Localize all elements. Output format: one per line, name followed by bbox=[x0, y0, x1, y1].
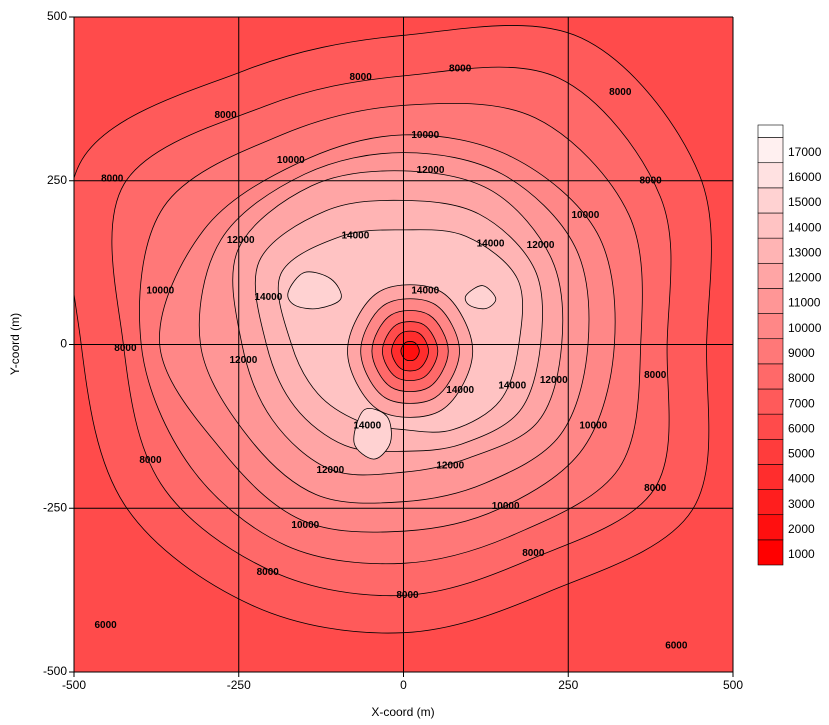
colorbar-label: 4000 bbox=[788, 472, 815, 486]
contour-label: 8000 bbox=[644, 370, 667, 381]
contour-label: 12000 bbox=[316, 465, 344, 476]
colorbar-label: 17000 bbox=[788, 145, 822, 159]
colorbar-box bbox=[757, 313, 784, 340]
colorbar-box bbox=[757, 388, 784, 415]
contour-label: 12000 bbox=[417, 165, 445, 176]
colorbar-label: 2000 bbox=[788, 522, 815, 536]
contour-line bbox=[464, 285, 497, 310]
colorbar-top bbox=[757, 124, 784, 138]
contour-label: 6000 bbox=[95, 620, 118, 631]
colorbar-label: 9000 bbox=[788, 346, 815, 360]
contour-label: 8000 bbox=[644, 483, 667, 494]
colorbar-label: 6000 bbox=[788, 421, 815, 435]
contour-label: 8000 bbox=[449, 63, 472, 74]
colorbar-box bbox=[757, 187, 784, 214]
contour-label: 12000 bbox=[227, 235, 255, 246]
contour-label: 10000 bbox=[579, 420, 607, 431]
colorbar-label: 15000 bbox=[788, 195, 822, 209]
x-tick-label: 0 bbox=[400, 678, 407, 692]
contour-label: 12000 bbox=[229, 355, 257, 366]
colorbar-box bbox=[757, 514, 784, 541]
colorbar-box bbox=[757, 237, 784, 264]
colorbar-label: 1000 bbox=[788, 547, 815, 561]
contour-label: 8000 bbox=[214, 110, 237, 121]
contour-label: 14000 bbox=[477, 238, 505, 249]
x-tick-label: 250 bbox=[558, 678, 578, 692]
colorbar-box bbox=[757, 288, 784, 314]
colorbar-box bbox=[757, 162, 784, 189]
contour-line bbox=[400, 341, 420, 362]
contour-label: 10000 bbox=[291, 520, 319, 531]
y-tick-label: 500 bbox=[47, 9, 67, 23]
contour-label: 10000 bbox=[411, 130, 439, 141]
colorbar-box bbox=[757, 363, 784, 390]
contour-label: 8000 bbox=[609, 87, 632, 98]
contour-line bbox=[287, 271, 342, 310]
colorbar-label: 10000 bbox=[788, 321, 822, 335]
colorbar-label: 11000 bbox=[788, 296, 821, 310]
contour-label: 8000 bbox=[257, 567, 280, 578]
contour-label: 12000 bbox=[436, 460, 464, 471]
contour-label: 6000 bbox=[665, 640, 688, 651]
contour-label: 14000 bbox=[341, 230, 369, 241]
contour-label: 14000 bbox=[353, 420, 381, 431]
colorbar-label: 13000 bbox=[788, 245, 822, 259]
plot-area: 8000 8000 8000 8000 8000 8000 8000 8000 8000 8000… bbox=[74, 17, 733, 672]
y-tick-label: -250 bbox=[43, 500, 67, 514]
colorbar-label: 8000 bbox=[788, 371, 815, 385]
contour-label: 8000 bbox=[114, 343, 137, 354]
contour-label: 14000 bbox=[254, 292, 282, 303]
contour-label: 10000 bbox=[492, 501, 520, 512]
y-tick-label: 250 bbox=[47, 173, 67, 187]
colorbar-box bbox=[757, 137, 784, 164]
contour-label: 12000 bbox=[527, 240, 555, 251]
colorbar-label: 16000 bbox=[788, 170, 822, 184]
colorbar-box bbox=[757, 539, 784, 566]
contour-label: 8000 bbox=[522, 548, 545, 559]
y-axis-title: Y-coord (m) bbox=[8, 313, 22, 375]
colorbar-label: 14000 bbox=[788, 220, 822, 234]
contour-label: 10000 bbox=[571, 210, 599, 221]
colorbar-label: 12000 bbox=[788, 271, 822, 285]
colorbar-box bbox=[757, 489, 784, 516]
colorbar-box bbox=[757, 262, 784, 289]
contour-label: 10000 bbox=[146, 285, 174, 296]
colorbar-box bbox=[757, 413, 784, 440]
contour-label: 14000 bbox=[446, 385, 474, 396]
contour-label: 14000 bbox=[411, 285, 439, 296]
colorbar-label: 5000 bbox=[788, 447, 815, 461]
contour-line bbox=[353, 408, 392, 460]
x-axis-title: X-coord (m) bbox=[371, 705, 434, 719]
contour-label: 8000 bbox=[101, 173, 124, 184]
overlay: -500 -250 0 250 500 -500 -250 0 250 500 1000 2000 30… bbox=[43, 9, 822, 692]
colorbar-label: 3000 bbox=[788, 497, 815, 511]
y-tick-label: -500 bbox=[43, 664, 67, 678]
colorbar-box bbox=[757, 338, 784, 365]
contour-label: 8000 bbox=[396, 590, 419, 601]
contour-label: 8000 bbox=[139, 455, 162, 466]
colorbar-box bbox=[757, 212, 784, 239]
colorbar-box bbox=[757, 438, 784, 465]
y-tick-label: 0 bbox=[60, 337, 67, 351]
x-tick-label: -500 bbox=[62, 678, 86, 692]
colorbar-box bbox=[757, 464, 784, 490]
x-tick-label: -250 bbox=[227, 678, 251, 692]
contour-label: 10000 bbox=[277, 155, 305, 166]
x-tick-label: 500 bbox=[723, 678, 743, 692]
contour-label: 8000 bbox=[350, 72, 373, 83]
contour-label: 12000 bbox=[540, 375, 568, 386]
colorbar-label: 7000 bbox=[788, 396, 815, 410]
contour-label: 14000 bbox=[498, 380, 526, 391]
